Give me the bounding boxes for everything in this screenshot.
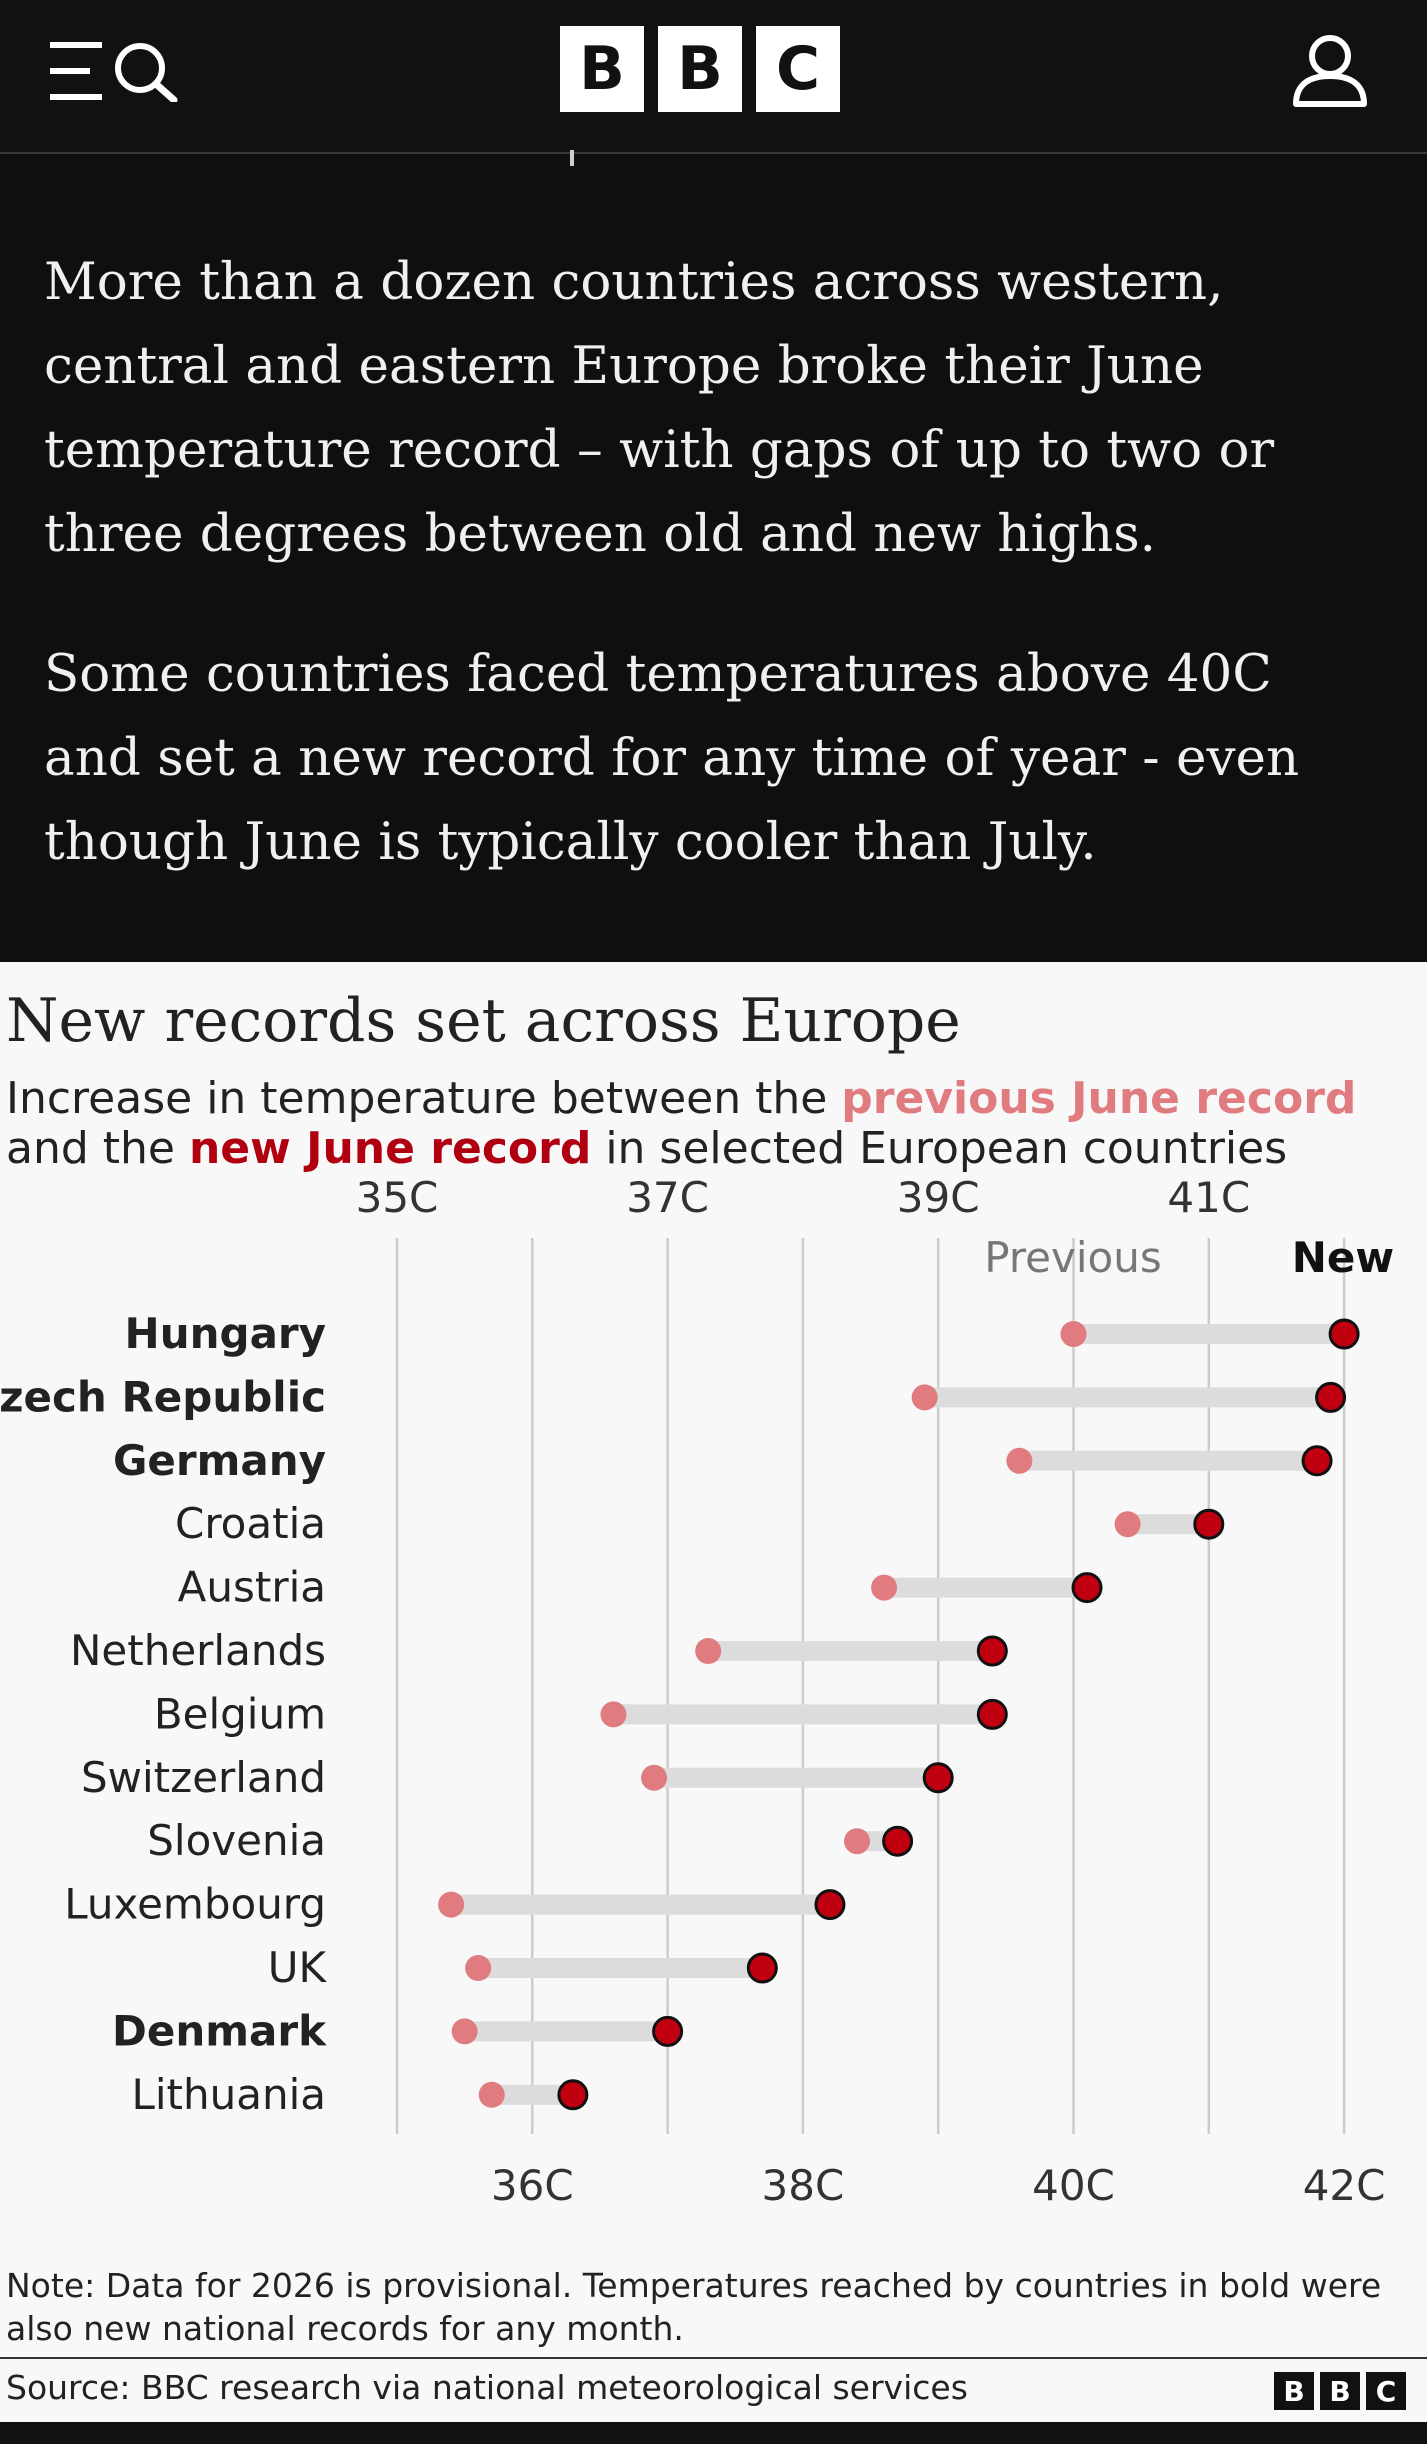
country-label: Belgium [154, 1689, 326, 1738]
new-record-dot [1301, 1445, 1333, 1477]
mini-logo-block-1: B [1274, 2372, 1314, 2410]
new-record-dot [1315, 1381, 1347, 1413]
new-record-dot [976, 1635, 1008, 1667]
logo-block-3: C [756, 26, 840, 112]
article-paragraph-2: Some countries faced temperatures above … [44, 644, 1300, 872]
country-label: Germany [113, 1436, 326, 1485]
new-record-dot [814, 1889, 846, 1921]
country-label: Luxembourg [64, 1880, 326, 1929]
chart-title: New records set across Europe [6, 986, 961, 1056]
top-bar: B B C [0, 0, 1427, 154]
chart-note: Note: Data for 2026 is provisional. Temp… [6, 2266, 1382, 2348]
top-tick-label: 41C [1167, 1173, 1250, 1222]
bottom-tick-label: 42C [1303, 2161, 1386, 2210]
previous-record-dot [844, 1828, 871, 1855]
article-paragraph-1: More than a dozen countries across weste… [44, 252, 1275, 564]
new-record-dot [746, 1952, 778, 1984]
search-icon [115, 43, 178, 102]
country-label: Lithuania [131, 2070, 326, 2119]
bottom-tick-label: 36C [491, 2161, 574, 2210]
chart-graphic: New records set across Europe Increase i… [0, 962, 1427, 2422]
previous-record-dot [1114, 1511, 1141, 1538]
bbc-logo[interactable]: B B C [560, 26, 854, 112]
new-record-dot [976, 1698, 1008, 1730]
country-label: Slovenia [147, 1816, 326, 1865]
clipped-text-fragment [560, 150, 590, 168]
subtitle-part-2: and the [6, 1123, 189, 1174]
subtitle-new-highlight: new June record [188, 1123, 592, 1174]
source-divider [0, 2357, 1427, 2359]
subtitle-part-3: in selected European countries [591, 1123, 1288, 1174]
chart-subtitle: Increase in temperature between the prev… [6, 1074, 1406, 1174]
country-label: Czech Republic [0, 1372, 326, 1421]
previous-record-dot [641, 1764, 668, 1791]
country-label: UK [268, 1943, 328, 1992]
menu-search-button[interactable] [50, 40, 190, 102]
bottom-tick-label: 40C [1032, 2161, 1115, 2210]
country-label: Netherlands [70, 1626, 326, 1675]
chart-source: Source: BBC research via national meteor… [6, 2368, 968, 2407]
country-label: Croatia [175, 1499, 326, 1548]
new-record-dot [557, 2079, 589, 2111]
country-label: Austria [178, 1563, 326, 1612]
new-record-dot [922, 1762, 954, 1794]
country-label: Hungary [125, 1309, 326, 1358]
dumbbell-chart: 35C 37C 39C 41C 36C 38C 40C 42C Previous New Hunga… [0, 1173, 1394, 2210]
subtitle-previous-highlight: previous June record [841, 1073, 1357, 1124]
previous-record-dot [1060, 1321, 1087, 1347]
previous-record-dot [438, 1891, 465, 1918]
logo-block-1: B [560, 26, 644, 112]
new-record-dot [1193, 1508, 1225, 1540]
menu-icon [50, 42, 102, 100]
mini-logo-block-2: B [1320, 2372, 1360, 2410]
article-body: More than a dozen countries across weste… [44, 240, 1384, 940]
top-tick-label: 35C [356, 1173, 439, 1222]
top-tick-label: 39C [897, 1173, 980, 1222]
new-record-dot [1071, 1572, 1103, 1604]
country-label: Denmark [112, 2006, 327, 2055]
legend-previous-label: Previous [984, 1233, 1162, 1282]
top-tick-label: 37C [626, 1173, 709, 1222]
subtitle-part-1: Increase in temperature between the [6, 1073, 842, 1124]
previous-record-dot [478, 2081, 505, 2108]
previous-record-dot [600, 1701, 627, 1728]
bottom-strip [0, 2422, 1427, 2444]
new-record-dot [652, 2015, 684, 2047]
country-label: Switzerland [81, 1753, 326, 1802]
logo-block-2: B [658, 26, 742, 112]
previous-record-dot [451, 2018, 478, 2045]
legend-new-label: New [1292, 1233, 1394, 1282]
bbc-mini-logo: B B C [1274, 2372, 1406, 2410]
previous-record-dot [871, 1574, 898, 1601]
previous-record-dot [465, 1955, 492, 1981]
previous-record-dot [1006, 1447, 1033, 1474]
previous-record-dot [911, 1384, 938, 1411]
new-record-dot [882, 1825, 914, 1857]
previous-record-dot [695, 1638, 722, 1664]
mini-logo-block-3: C [1366, 2372, 1406, 2410]
account-icon[interactable] [1290, 34, 1370, 108]
bottom-tick-label: 38C [762, 2161, 845, 2210]
new-record-dot [1328, 1318, 1360, 1350]
